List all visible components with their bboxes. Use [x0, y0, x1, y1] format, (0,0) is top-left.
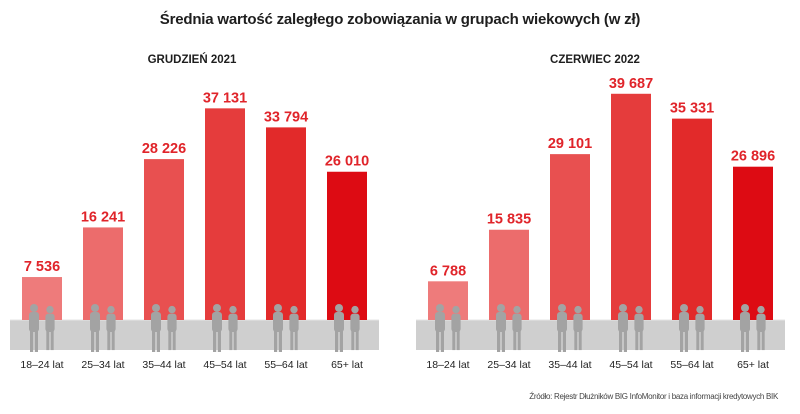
- bar-1: [428, 281, 468, 320]
- value-label: 7 536: [24, 259, 60, 275]
- people-silhouette-icon: [273, 304, 299, 352]
- category-label: 18–24 lat: [20, 359, 63, 371]
- bar-3: [550, 154, 590, 320]
- value-label: 15 835: [487, 212, 531, 228]
- chart-panel-1: GRUDZIEŃ 2021 7 536 18–24 lat 16 241 25–34 l…: [10, 53, 379, 371]
- category-label: 55–64 lat: [264, 359, 307, 371]
- people-silhouette-icon: [29, 304, 55, 352]
- floor-strip: [10, 320, 379, 350]
- value-label: 37 131: [203, 90, 247, 106]
- panel-subtitle: GRUDZIEŃ 2021: [148, 53, 237, 66]
- value-label: 26 896: [731, 149, 775, 165]
- category-label: 18–24 lat: [426, 359, 469, 371]
- category-label: 65+ lat: [737, 359, 769, 371]
- value-label: 39 687: [609, 76, 653, 92]
- people-silhouette-icon: [212, 304, 238, 352]
- bar-6: [327, 171, 367, 320]
- category-label: 35–44 lat: [548, 359, 591, 371]
- value-label: 35 331: [670, 101, 714, 117]
- bar-2: [83, 227, 123, 320]
- category-label: 25–34 lat: [81, 359, 124, 371]
- value-label: 16 241: [81, 209, 125, 225]
- category-label: 55–64 lat: [670, 359, 713, 371]
- floor-strip: [416, 320, 785, 350]
- category-label: 25–34 lat: [487, 359, 530, 371]
- bar-1: [22, 277, 62, 320]
- people-silhouette-icon: [435, 304, 461, 352]
- value-label: 33 794: [264, 109, 308, 125]
- value-label: 26 010: [325, 154, 369, 170]
- people-silhouette-icon: [496, 304, 522, 352]
- value-label: 29 101: [548, 136, 592, 152]
- bar-6: [733, 166, 773, 320]
- people-silhouette-icon: [618, 304, 644, 352]
- bar-4: [611, 93, 651, 320]
- value-label: 6 788: [430, 263, 466, 279]
- people-silhouette-icon: [90, 304, 116, 352]
- category-label: 65+ lat: [331, 359, 363, 371]
- category-label: 35–44 lat: [142, 359, 185, 371]
- category-label: 45–54 lat: [203, 359, 246, 371]
- chart-panel-2: CZERWIEC 2022 6 788 18–24 lat 15 835 25–34 l…: [416, 54, 785, 371]
- value-label: 28 226: [142, 141, 186, 157]
- bar-3: [144, 159, 184, 320]
- people-silhouette-icon: [334, 304, 360, 352]
- panel-subtitle: CZERWIEC 2022: [550, 54, 640, 66]
- bar-5: [266, 127, 306, 320]
- bar-4: [205, 108, 245, 320]
- people-silhouette-icon: [679, 304, 705, 352]
- bar-5: [672, 118, 712, 320]
- chart-title: Średnia wartość zaległego zobowiązania w…: [159, 11, 641, 28]
- category-label: 45–54 lat: [609, 359, 652, 371]
- bar-2: [489, 229, 529, 320]
- people-silhouette-icon: [151, 304, 177, 352]
- people-silhouette-icon: [557, 304, 583, 352]
- people-silhouette-icon: [740, 304, 766, 352]
- source-note: Źródło: Rejestr Dłużników BIG InfoMonito…: [529, 392, 778, 401]
